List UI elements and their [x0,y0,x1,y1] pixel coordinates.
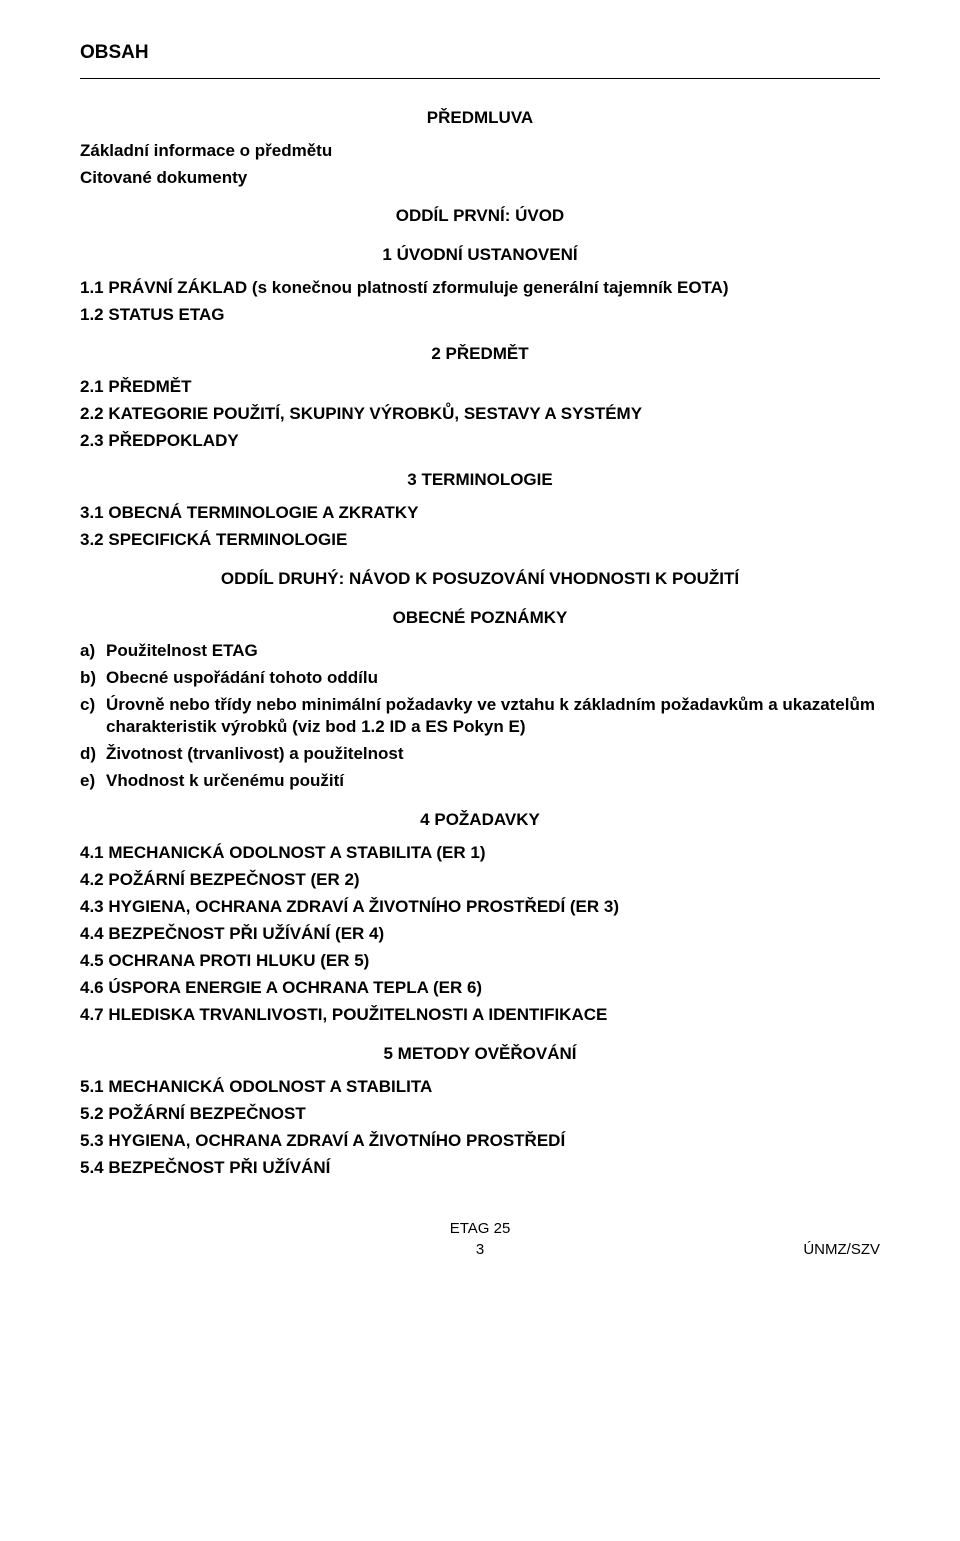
sec4-item-2: 4.2 POŽÁRNÍ BEZPEČNOST (ER 2) [80,869,880,892]
sec2-title: 2 PŘEDMĚT [80,343,880,366]
list-marker-d: d) [80,743,106,766]
sec5-item-3: 5.3 HYGIENA, OCHRANA ZDRAVÍ A ŽIVOTNÍHO … [80,1130,880,1153]
heading-predmluva: PŘEDMLUVA [80,107,880,130]
page-footer: ETAG 25 3 ÚNMZ/SZV [80,1219,880,1260]
sec2-item-3: 2.3 PŘEDPOKLADY [80,430,880,453]
heading-obecne-poznamky: OBECNÉ POZNÁMKY [80,607,880,630]
sec4-item-5: 4.5 OCHRANA PROTI HLUKU (ER 5) [80,950,880,973]
sec4-item-7: 4.7 HLEDISKA TRVANLIVOSTI, POUŽITELNOSTI… [80,1004,880,1027]
sec5-item-4: 5.4 BEZPEČNOST PŘI UŽÍVÁNÍ [80,1157,880,1180]
sec4-item-1: 4.1 MECHANICKÁ ODOLNOST A STABILITA (ER … [80,842,880,865]
list-text-d: Životnost (trvanlivost) a použitelnost [106,743,880,766]
list-text-b: Obecné uspořádání tohoto oddílu [106,667,880,690]
list-marker-a: a) [80,640,106,663]
sec4-item-3: 4.3 HYGIENA, OCHRANA ZDRAVÍ A ŽIVOTNÍHO … [80,896,880,919]
sec5-title: 5 METODY OVĚŘOVÁNÍ [80,1043,880,1066]
rule-top [80,78,880,79]
list-text-e: Vhodnost k určenému použití [106,770,880,793]
sec4-item-4: 4.4 BEZPEČNOST PŘI UŽÍVÁNÍ (ER 4) [80,923,880,946]
heading-oddil-druhy: ODDÍL DRUHÝ: NÁVOD K POSUZOVÁNÍ VHODNOST… [80,568,880,591]
list-marker-e: e) [80,770,106,793]
list-text-a: Použitelnost ETAG [106,640,880,663]
sec1-title: 1 ÚVODNÍ USTANOVENÍ [80,244,880,267]
sec5-item-2: 5.2 POŽÁRNÍ BEZPEČNOST [80,1103,880,1126]
sec2-item-2: 2.2 KATEGORIE POUŽITÍ, SKUPINY VÝROBKŮ, … [80,403,880,426]
sec5-item-1: 5.1 MECHANICKÁ ODOLNOST A STABILITA [80,1076,880,1099]
footer-mid-line2: 3 [200,1240,760,1260]
sec2-item-1: 2.1 PŘEDMĚT [80,376,880,399]
heading-oddil-prvni: ODDÍL PRVNÍ: ÚVOD [80,205,880,228]
list-text-c: Úrovně nebo třídy nebo minimální požadav… [106,694,880,740]
heading-obsah: OBSAH [80,40,880,66]
sec3-item-1: 3.1 OBECNÁ TERMINOLOGIE A ZKRATKY [80,502,880,525]
sec3-item-2: 3.2 SPECIFICKÁ TERMINOLOGIE [80,529,880,552]
list-abc: a) Použitelnost ETAG b) Obecné uspořádán… [80,640,880,794]
intro-line-2: Citované dokumenty [80,167,880,190]
sec3-title: 3 TERMINOLOGIE [80,469,880,492]
list-marker-b: b) [80,667,106,690]
footer-mid-line1: ETAG 25 [200,1219,760,1239]
intro-line-1: Základní informace o předmětu [80,140,880,163]
sec4-item-6: 4.6 ÚSPORA ENERGIE A OCHRANA TEPLA (ER 6… [80,977,880,1000]
sec4-title: 4 POŽADAVKY [80,809,880,832]
sec1-item-2: 1.2 STATUS ETAG [80,304,880,327]
sec1-item-1: 1.1 PRÁVNÍ ZÁKLAD (s konečnou platností … [80,277,880,300]
list-marker-c: c) [80,694,106,740]
footer-right: ÚNMZ/SZV [760,1240,880,1260]
